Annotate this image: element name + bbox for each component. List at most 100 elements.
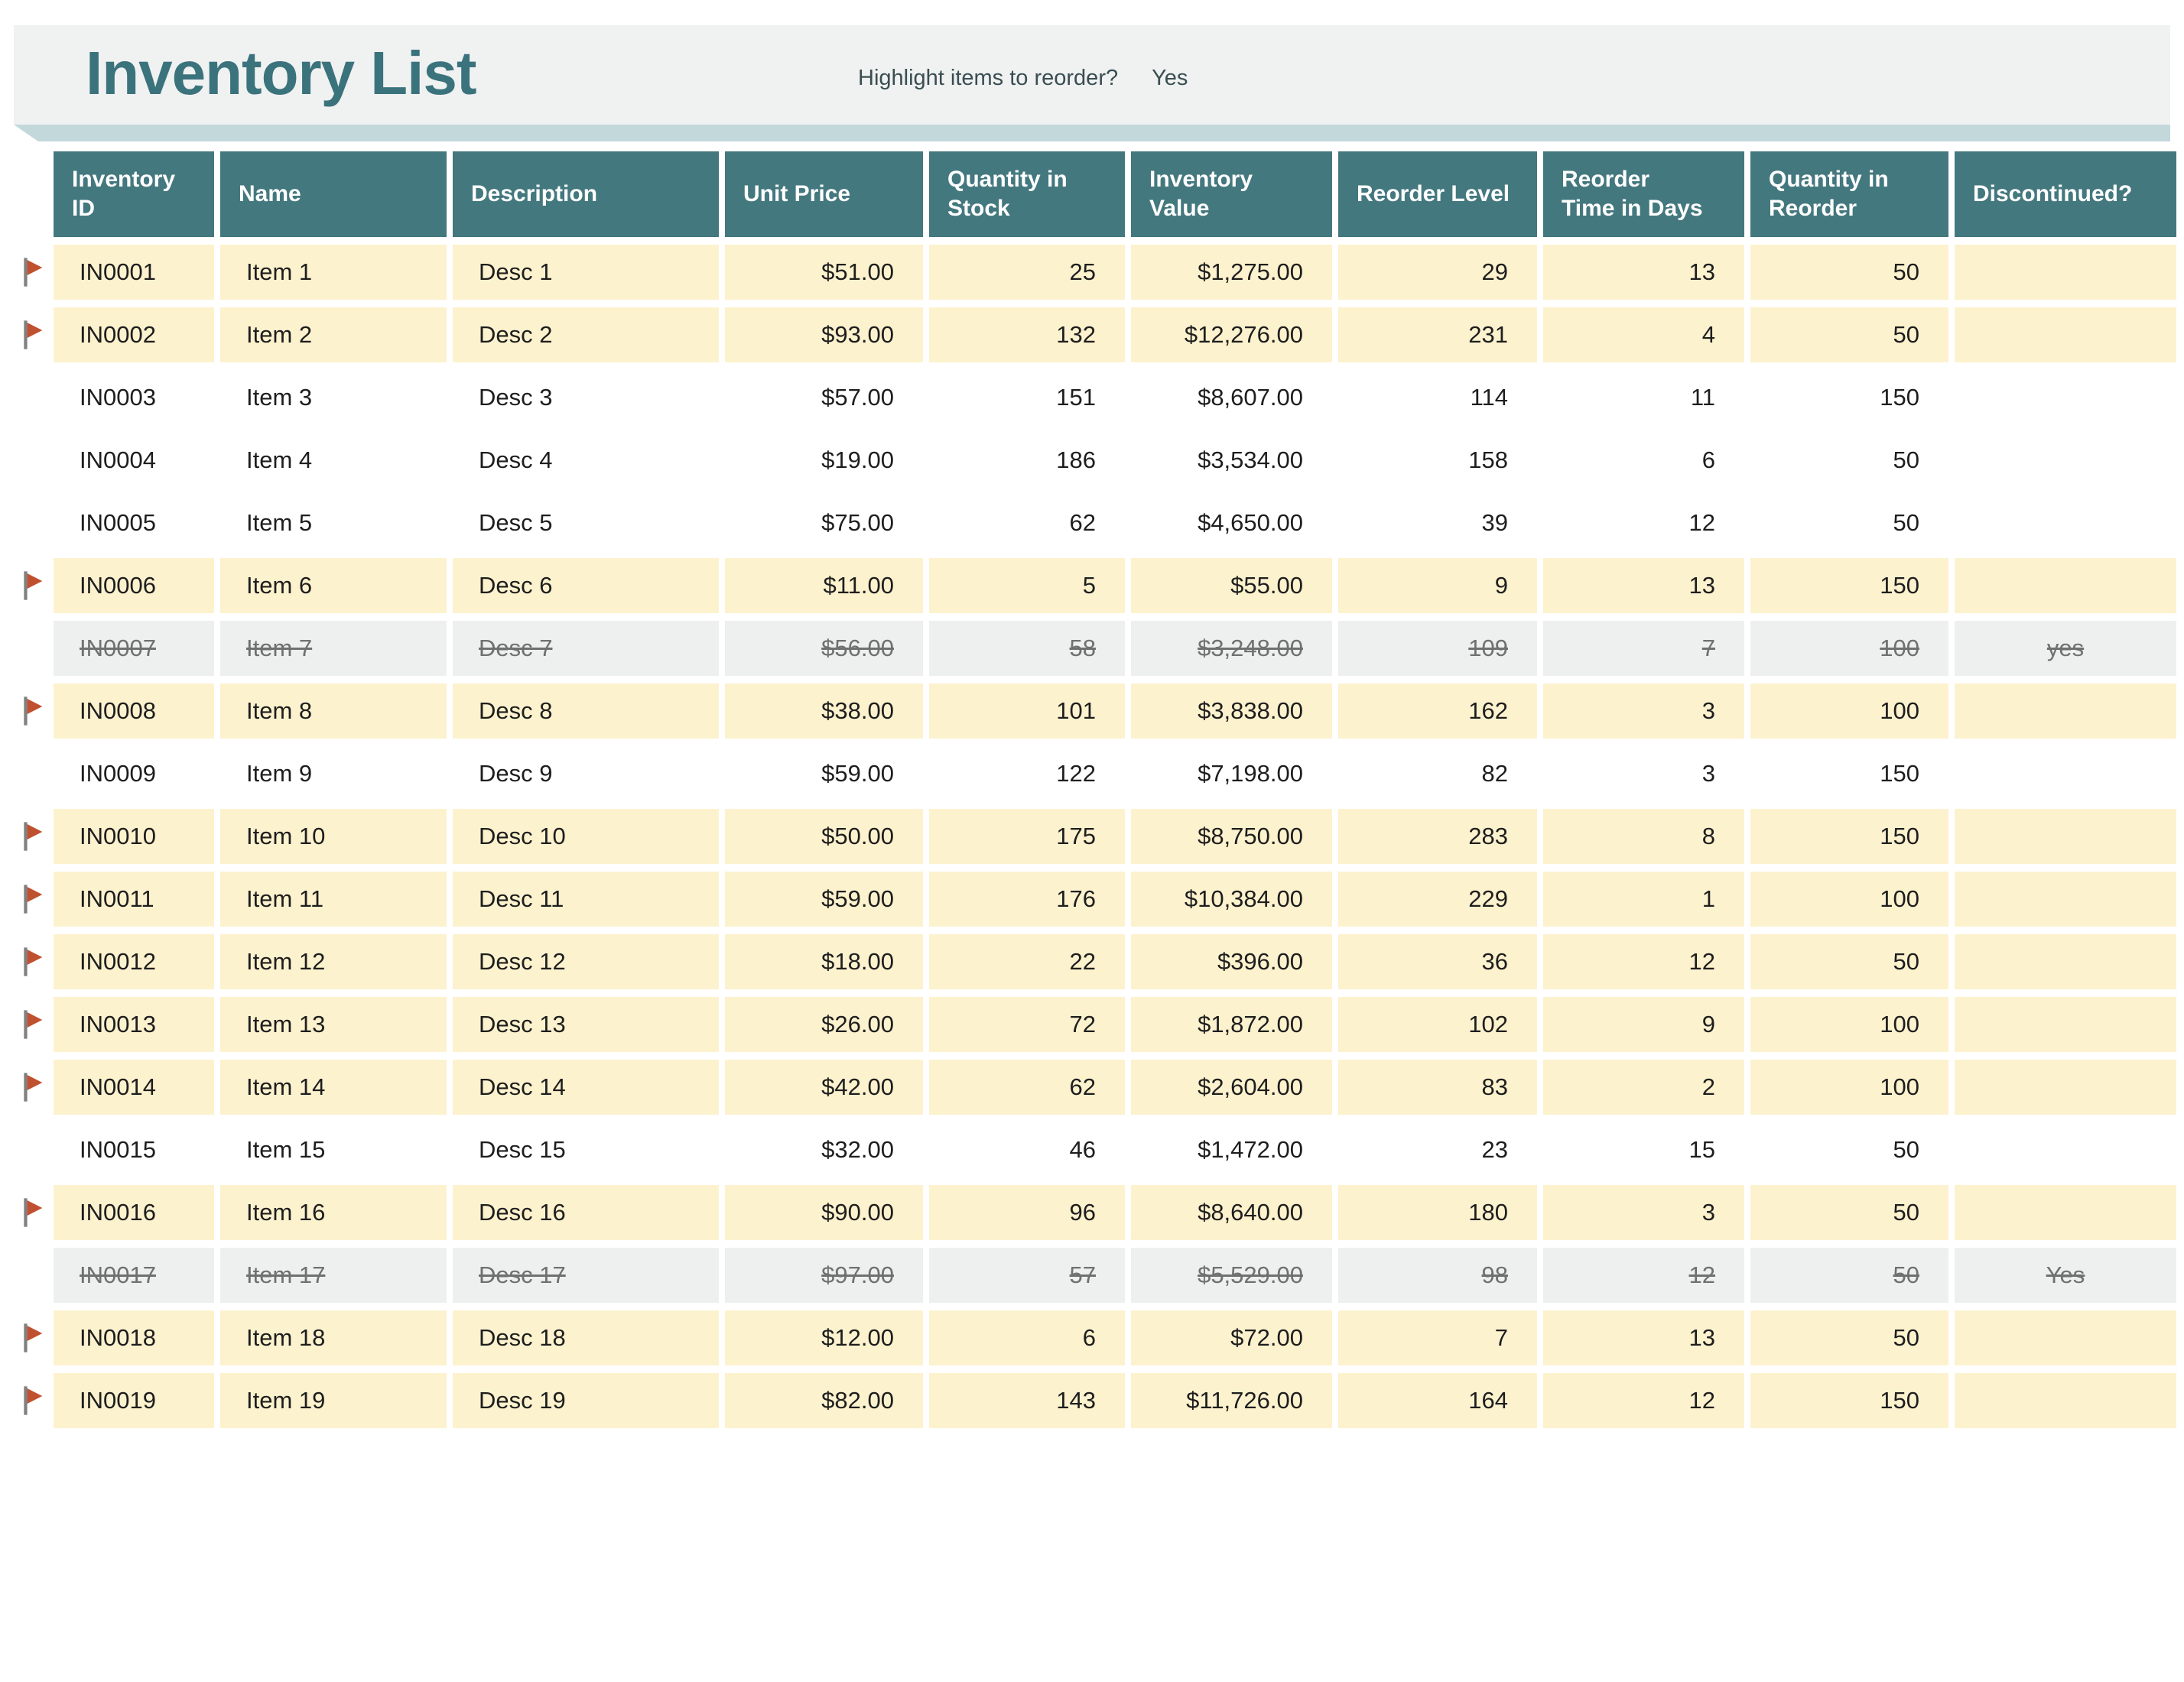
cell-qreorder[interactable]: 50 (1750, 1310, 1948, 1365)
cell-desc[interactable]: Desc 4 (453, 433, 719, 488)
cell-rtime[interactable]: 12 (1543, 1248, 1744, 1303)
cell-value[interactable]: $1,872.00 (1131, 997, 1332, 1052)
cell-value[interactable]: $8,607.00 (1131, 370, 1332, 425)
column-header-name[interactable]: Name (220, 151, 447, 237)
cell-rtime[interactable]: 1 (1543, 872, 1744, 927)
cell-rlevel[interactable]: 164 (1338, 1373, 1537, 1428)
cell-id[interactable]: IN0011 (54, 872, 214, 927)
cell-name[interactable]: Item 14 (220, 1060, 447, 1115)
cell-price[interactable]: $11.00 (725, 558, 923, 613)
cell-qreorder[interactable]: 50 (1750, 1122, 1948, 1177)
cell-value[interactable]: $1,275.00 (1131, 245, 1332, 300)
cell-value[interactable]: $2,604.00 (1131, 1060, 1332, 1115)
cell-name[interactable]: Item 12 (220, 934, 447, 989)
cell-rlevel[interactable]: 23 (1338, 1122, 1537, 1177)
cell-name[interactable]: Item 18 (220, 1310, 447, 1365)
cell-id[interactable]: IN0005 (54, 495, 214, 550)
cell-desc[interactable]: Desc 9 (453, 746, 719, 801)
cell-disc[interactable] (1955, 307, 2176, 362)
cell-desc[interactable]: Desc 2 (453, 307, 719, 362)
cell-id[interactable]: IN0015 (54, 1122, 214, 1177)
cell-qty[interactable]: 22 (929, 934, 1125, 989)
cell-value[interactable]: $3,534.00 (1131, 433, 1332, 488)
cell-id[interactable]: IN0019 (54, 1373, 214, 1428)
cell-id[interactable]: IN0010 (54, 809, 214, 864)
cell-disc[interactable]: yes (1955, 621, 2176, 676)
cell-id[interactable]: IN0007 (54, 621, 214, 676)
cell-disc[interactable]: Yes (1955, 1248, 2176, 1303)
cell-value[interactable]: $12,276.00 (1131, 307, 1332, 362)
cell-qty[interactable]: 176 (929, 872, 1125, 927)
cell-desc[interactable]: Desc 10 (453, 809, 719, 864)
cell-desc[interactable]: Desc 18 (453, 1310, 719, 1365)
cell-id[interactable]: IN0009 (54, 746, 214, 801)
cell-value[interactable]: $11,726.00 (1131, 1373, 1332, 1428)
cell-price[interactable]: $51.00 (725, 245, 923, 300)
cell-price[interactable]: $90.00 (725, 1185, 923, 1240)
cell-desc[interactable]: Desc 16 (453, 1185, 719, 1240)
cell-value[interactable]: $3,838.00 (1131, 684, 1332, 739)
cell-name[interactable]: Item 9 (220, 746, 447, 801)
column-header-price[interactable]: Unit Price (725, 151, 923, 237)
cell-disc[interactable] (1955, 1122, 2176, 1177)
cell-desc[interactable]: Desc 3 (453, 370, 719, 425)
cell-id[interactable]: IN0006 (54, 558, 214, 613)
cell-rtime[interactable]: 9 (1543, 997, 1744, 1052)
column-header-rlevel[interactable]: Reorder Level (1338, 151, 1537, 237)
cell-id[interactable]: IN0016 (54, 1185, 214, 1240)
cell-qty[interactable]: 96 (929, 1185, 1125, 1240)
cell-rtime[interactable]: 13 (1543, 1310, 1744, 1365)
cell-rtime[interactable]: 13 (1543, 245, 1744, 300)
cell-rlevel[interactable]: 9 (1338, 558, 1537, 613)
cell-qreorder[interactable]: 150 (1750, 1373, 1948, 1428)
cell-rtime[interactable]: 7 (1543, 621, 1744, 676)
cell-price[interactable]: $50.00 (725, 809, 923, 864)
cell-price[interactable]: $59.00 (725, 746, 923, 801)
cell-qty[interactable]: 151 (929, 370, 1125, 425)
cell-id[interactable]: IN0003 (54, 370, 214, 425)
cell-rlevel[interactable]: 114 (1338, 370, 1537, 425)
cell-rtime[interactable]: 13 (1543, 558, 1744, 613)
cell-rlevel[interactable]: 29 (1338, 245, 1537, 300)
cell-qreorder[interactable]: 50 (1750, 1185, 1948, 1240)
cell-qreorder[interactable]: 50 (1750, 1248, 1948, 1303)
cell-desc[interactable]: Desc 12 (453, 934, 719, 989)
cell-disc[interactable] (1955, 809, 2176, 864)
cell-disc[interactable] (1955, 872, 2176, 927)
cell-qty[interactable]: 175 (929, 809, 1125, 864)
cell-name[interactable]: Item 13 (220, 997, 447, 1052)
cell-desc[interactable]: Desc 13 (453, 997, 719, 1052)
column-header-disc[interactable]: Discontinued? (1955, 151, 2176, 237)
cell-qreorder[interactable]: 150 (1750, 809, 1948, 864)
cell-disc[interactable] (1955, 370, 2176, 425)
cell-rlevel[interactable]: 7 (1338, 1310, 1537, 1365)
cell-id[interactable]: IN0008 (54, 684, 214, 739)
cell-id[interactable]: IN0017 (54, 1248, 214, 1303)
cell-id[interactable]: IN0004 (54, 433, 214, 488)
column-header-qty[interactable]: Quantity in Stock (929, 151, 1125, 237)
cell-value[interactable]: $7,198.00 (1131, 746, 1332, 801)
cell-qreorder[interactable]: 50 (1750, 433, 1948, 488)
cell-value[interactable]: $396.00 (1131, 934, 1332, 989)
cell-qty[interactable]: 132 (929, 307, 1125, 362)
cell-qreorder[interactable]: 100 (1750, 997, 1948, 1052)
cell-price[interactable]: $57.00 (725, 370, 923, 425)
cell-disc[interactable] (1955, 997, 2176, 1052)
cell-qty[interactable]: 6 (929, 1310, 1125, 1365)
cell-qty[interactable]: 57 (929, 1248, 1125, 1303)
column-header-value[interactable]: Inventory Value (1131, 151, 1332, 237)
cell-name[interactable]: Item 5 (220, 495, 447, 550)
cell-desc[interactable]: Desc 1 (453, 245, 719, 300)
cell-disc[interactable] (1955, 495, 2176, 550)
cell-price[interactable]: $32.00 (725, 1122, 923, 1177)
column-header-id[interactable]: Inventory ID (54, 151, 214, 237)
cell-rlevel[interactable]: 180 (1338, 1185, 1537, 1240)
cell-name[interactable]: Item 1 (220, 245, 447, 300)
cell-id[interactable]: IN0012 (54, 934, 214, 989)
cell-qreorder[interactable]: 150 (1750, 558, 1948, 613)
cell-price[interactable]: $59.00 (725, 872, 923, 927)
cell-qty[interactable]: 25 (929, 245, 1125, 300)
cell-rtime[interactable]: 2 (1543, 1060, 1744, 1115)
cell-price[interactable]: $26.00 (725, 997, 923, 1052)
cell-value[interactable]: $8,640.00 (1131, 1185, 1332, 1240)
